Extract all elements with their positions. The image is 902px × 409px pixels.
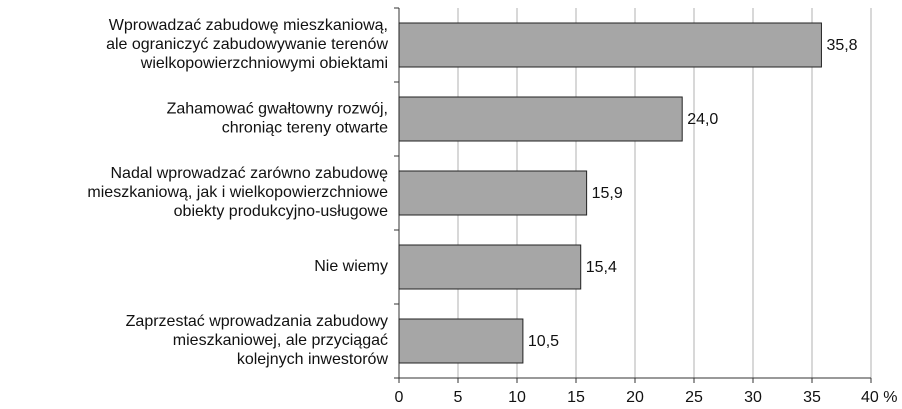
category-label: Nie wiemy (314, 258, 388, 275)
category-label-line: mieszkaniowej, ale przyciągać (173, 332, 388, 349)
value-label: 35,8 (826, 37, 857, 54)
category-label: Nadal wprowadzać zarówno zabudowę mieszka… (87, 165, 388, 220)
bar (398, 96, 683, 142)
category-label-line: wielkopowierzchniowymi obiektami (140, 55, 388, 72)
category-label-line: ale ograniczyć zabudowywanie terenów (106, 36, 388, 53)
value-label: 10,5 (528, 333, 559, 350)
x-tick-label: 40 % (861, 389, 897, 406)
bar (398, 318, 524, 364)
category-label-line: Wprowadzać zabudowę mieszkaniową, (109, 17, 388, 34)
x-tick-label: 20 (626, 389, 644, 406)
value-label: 15,9 (592, 185, 623, 202)
category-label-line: mieszkaniową, jak i wielkopowierzchniowe (87, 184, 388, 201)
bar (398, 244, 582, 290)
x-tick-label: 10 (508, 389, 526, 406)
category-label-line: chroniąc tereny otwarte (222, 120, 388, 137)
category-label: Wprowadzać zabudowę mieszkaniową, ale ogr… (106, 17, 388, 72)
x-tick-label: 30 (744, 389, 762, 406)
x-tick-label: 15 (567, 389, 585, 406)
category-label-line: kolejnych inwestorów (237, 351, 389, 368)
x-tick-label: 25 (685, 389, 703, 406)
x-tick-label: 5 (454, 389, 463, 406)
category-label: Zaprzestać wprowadzania zabudowy mieszkan… (126, 313, 389, 368)
category-label-line: Zahamować gwałtowny rozwój, (167, 101, 388, 118)
value-label: 15,4 (586, 259, 617, 276)
value-label: 24,0 (687, 111, 718, 128)
x-tick-label: 35 (803, 389, 821, 406)
category-label-line: Nadal wprowadzać zarówno zabudowę (111, 165, 389, 182)
bar (398, 22, 822, 68)
category-label-line: Zaprzestać wprowadzania zabudowy (126, 313, 388, 330)
category-label: Zahamować gwałtowny rozwój, chroniąc tere… (167, 101, 389, 137)
x-tick-label: 0 (395, 389, 404, 406)
bar (398, 170, 588, 216)
category-label-line: Nie wiemy (314, 258, 388, 275)
category-label-line: obiekty produkcyjno-usługowe (174, 203, 388, 220)
